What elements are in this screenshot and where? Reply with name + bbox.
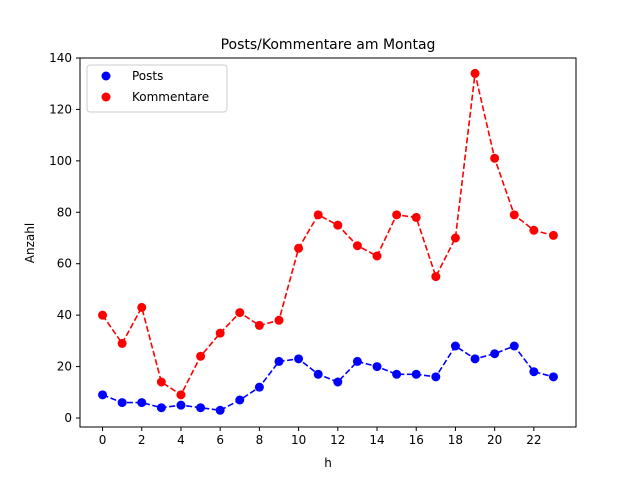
data-point-posts [254,382,264,392]
x-tick-label: 12 [330,433,345,447]
legend-marker-posts [101,71,111,81]
data-point-posts [137,398,147,408]
data-point-kommentare [196,351,206,361]
data-point-kommentare [156,377,166,387]
data-point-kommentare [470,68,480,78]
data-point-kommentare [431,272,441,282]
x-tick-label: 4 [177,433,185,447]
legend: Posts Kommentare [86,64,228,113]
data-point-kommentare [411,212,421,222]
x-tick-label: 10 [291,433,306,447]
data-point-posts [470,354,480,364]
data-point-kommentare [548,230,558,240]
data-point-kommentare [333,220,343,230]
data-point-kommentare [274,315,284,325]
y-tick-label: 100 [49,154,72,168]
data-point-kommentare [98,310,108,320]
data-point-posts [117,398,127,408]
legend-box [86,64,228,113]
y-tick-label: 60 [57,257,72,271]
data-point-posts [333,377,343,387]
data-point-posts [156,403,166,413]
data-point-kommentare [254,320,264,330]
x-tick-label: 16 [409,433,424,447]
data-point-posts [529,367,539,377]
data-point-posts [235,395,245,405]
x-tick-label: 2 [138,433,146,447]
plot-area [98,68,558,415]
data-point-posts [490,349,500,359]
data-point-kommentare [392,210,402,220]
x-tick-label: 22 [526,433,541,447]
data-point-posts [215,405,225,415]
y-axis: 0 20 40 60 80 100 120 140 [49,51,80,425]
x-tick-label: 20 [487,433,502,447]
y-tick-label: 0 [64,411,72,425]
data-point-kommentare [450,233,460,243]
data-point-kommentare [313,210,323,220]
data-point-kommentare [215,328,225,338]
data-point-posts [431,372,441,382]
data-point-posts [176,400,186,410]
data-point-posts [450,341,460,351]
x-tick-label: 18 [448,433,463,447]
data-point-kommentare [509,210,519,220]
data-point-posts [372,362,382,372]
data-point-kommentare [235,308,245,318]
data-point-posts [548,372,558,382]
data-point-posts [352,356,362,366]
data-point-posts [411,369,421,379]
x-tick-label: 8 [256,433,264,447]
data-point-kommentare [294,243,304,253]
data-point-posts [392,369,402,379]
legend-marker-kommentare [101,92,111,102]
x-tick-label: 14 [369,433,384,447]
data-point-kommentare [117,338,127,348]
y-axis-label: Anzahl [23,223,37,263]
data-point-posts [98,390,108,400]
legend-label-kommentare: Kommentare [132,90,209,104]
data-point-posts [313,369,323,379]
data-point-posts [196,403,206,413]
y-tick-label: 40 [57,308,72,322]
data-point-posts [509,341,519,351]
data-point-posts [274,356,284,366]
data-point-kommentare [176,390,186,400]
plot-frame [79,57,577,428]
data-point-kommentare [352,241,362,251]
data-point-kommentare [529,225,539,235]
chart-title: Posts/Kommentare am Montag [221,37,436,53]
y-tick-label: 120 [49,102,72,116]
y-tick-label: 20 [57,360,72,374]
x-tick-label: 6 [216,433,224,447]
y-tick-label: 140 [49,51,72,65]
x-axis-label: h [324,456,332,470]
x-axis: 0 2 4 6 8 10 12 14 16 18 20 22 [99,427,541,447]
y-tick-label: 80 [57,205,72,219]
data-point-kommentare [137,302,147,312]
data-point-posts [294,354,304,364]
x-tick-label: 0 [99,433,107,447]
data-point-kommentare [372,251,382,261]
legend-label-posts: Posts [132,69,163,83]
data-point-kommentare [490,153,500,163]
